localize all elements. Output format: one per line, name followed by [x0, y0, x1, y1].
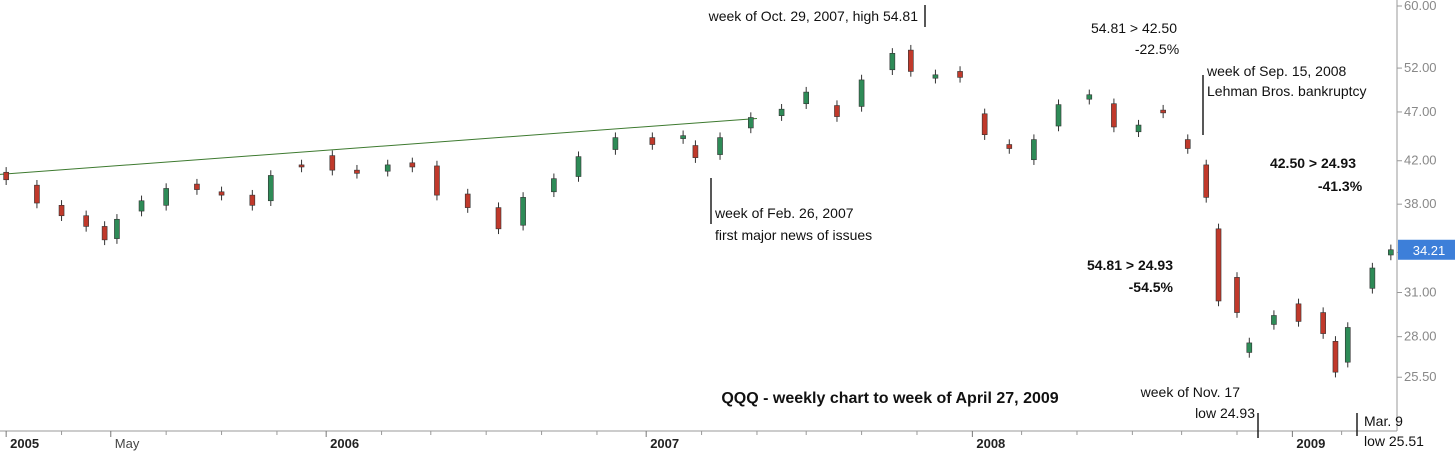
annotation-mar-line1: Mar. 9 [1364, 413, 1403, 429]
candle-body [889, 53, 896, 71]
candle-body [612, 137, 619, 150]
candle-body [692, 145, 699, 158]
x-tick-label: 2007 [650, 436, 679, 451]
candle-body [329, 155, 336, 171]
candle-body [1160, 109, 1166, 114]
candle-body [267, 175, 274, 202]
candle-body [194, 183, 200, 190]
candle-body [3, 171, 9, 181]
candle-body [803, 91, 809, 105]
annotation-feb-line2: first major news of issues [715, 227, 872, 243]
grid [0, 0, 1398, 432]
candle-body [778, 108, 785, 116]
candle-body [1332, 341, 1339, 373]
candle-body [858, 79, 865, 107]
candle-body [384, 164, 391, 172]
support-trendline [0, 117, 758, 175]
candle-body [298, 164, 305, 168]
candle-body [1388, 249, 1394, 256]
x-axis: 2005 May 2006 2007 2008 2009 [5, 431, 1343, 451]
annotation-decline3-line1: 54.81 > 24.93 [1087, 257, 1173, 273]
candle-body [1271, 315, 1277, 325]
annotation-decline1-line2: -22.5% [1135, 41, 1179, 57]
x-tick-label: 2006 [330, 436, 359, 451]
candle-body [1369, 267, 1376, 289]
candle-body [83, 215, 89, 227]
candle-body [101, 226, 108, 241]
x-tick-label: 2008 [976, 436, 1005, 451]
candle-body [354, 169, 360, 174]
candle-body [748, 117, 754, 129]
candle-body [1344, 327, 1351, 363]
last-price-label: 34.21 [1413, 243, 1446, 258]
candle-body [1203, 164, 1210, 198]
annotation-markers [710, 5, 1358, 438]
y-tick-label: 31.00 [1404, 285, 1437, 300]
candles [3, 44, 1394, 378]
annotation-decline1-line1: 54.81 > 42.50 [1091, 20, 1177, 36]
candle-body [1006, 144, 1013, 149]
candle-body [957, 71, 963, 78]
x-tick-label: 2005 [10, 436, 39, 451]
y-tick-label: 47.00 [1404, 104, 1437, 119]
candle-body [1234, 277, 1240, 313]
annotation-lehman-line2: Lehman Bros. bankruptcy [1207, 83, 1367, 99]
candle-body [1055, 104, 1062, 127]
candle-body [717, 137, 723, 155]
trendline [0, 117, 758, 175]
candle-body [981, 113, 988, 135]
annotation-nov-line1: week of Nov. 17 [1140, 384, 1241, 400]
candle-body [34, 184, 40, 204]
annotation-decline2-line2: -41.3% [1318, 178, 1363, 194]
candle-body [575, 156, 582, 177]
candle-body [520, 197, 526, 226]
candle-body [218, 191, 225, 196]
y-axis: 25.5028.0031.0034.0038.0042.0047.0052.00… [1397, 0, 1455, 384]
candle-body [464, 193, 471, 208]
x-tick-label: 2009 [1296, 436, 1325, 451]
candle-body [1031, 139, 1037, 161]
candle-body [649, 137, 656, 145]
candle-body [932, 74, 939, 79]
y-tick-label: 42.00 [1404, 153, 1437, 168]
candle-body [680, 135, 686, 139]
candle-body [1295, 303, 1302, 322]
candle-body [249, 194, 256, 206]
candle-body [434, 165, 440, 196]
chart-title: QQQ - weekly chart to week of April 27, … [721, 390, 1058, 407]
candle-body [834, 105, 840, 117]
candle-body [1215, 228, 1222, 302]
candle-body [1246, 342, 1253, 353]
candle-body [551, 178, 557, 193]
x-tick-label: May [115, 436, 140, 451]
annotation-feb-line1: week of Feb. 26, 2007 [714, 205, 854, 221]
candle-body [1111, 103, 1117, 128]
y-tick-label: 38.00 [1404, 196, 1437, 211]
annotation-high: week of Oct. 29, 2007, high 54.81 [708, 8, 919, 24]
candle-body [495, 207, 502, 230]
last-price-tag [1398, 239, 1455, 260]
candle-body [138, 200, 145, 212]
candle-body [114, 218, 120, 239]
annotation-lehman-line1: week of Sep. 15, 2008 [1206, 63, 1347, 79]
candle-body [409, 162, 416, 168]
candle-body [163, 188, 169, 206]
annotation-decline3-line2: -54.5% [1129, 279, 1174, 295]
candle-body [58, 205, 65, 217]
y-tick-label: 28.00 [1404, 329, 1437, 344]
candle-body [908, 49, 914, 72]
y-tick-label: 25.50 [1404, 369, 1437, 384]
candle-body [1135, 124, 1142, 133]
candle-body [1184, 139, 1191, 149]
y-tick-label: 60.00 [1404, 0, 1437, 13]
annotation-decline2-line1: 42.50 > 24.93 [1270, 155, 1356, 171]
annotation-mar-line2: low 25.51 [1364, 433, 1424, 449]
candle-body [1320, 312, 1326, 334]
candle-body [1086, 94, 1093, 100]
y-tick-label: 52.00 [1404, 60, 1437, 75]
annotation-nov-line2: low 24.93 [1195, 405, 1255, 421]
